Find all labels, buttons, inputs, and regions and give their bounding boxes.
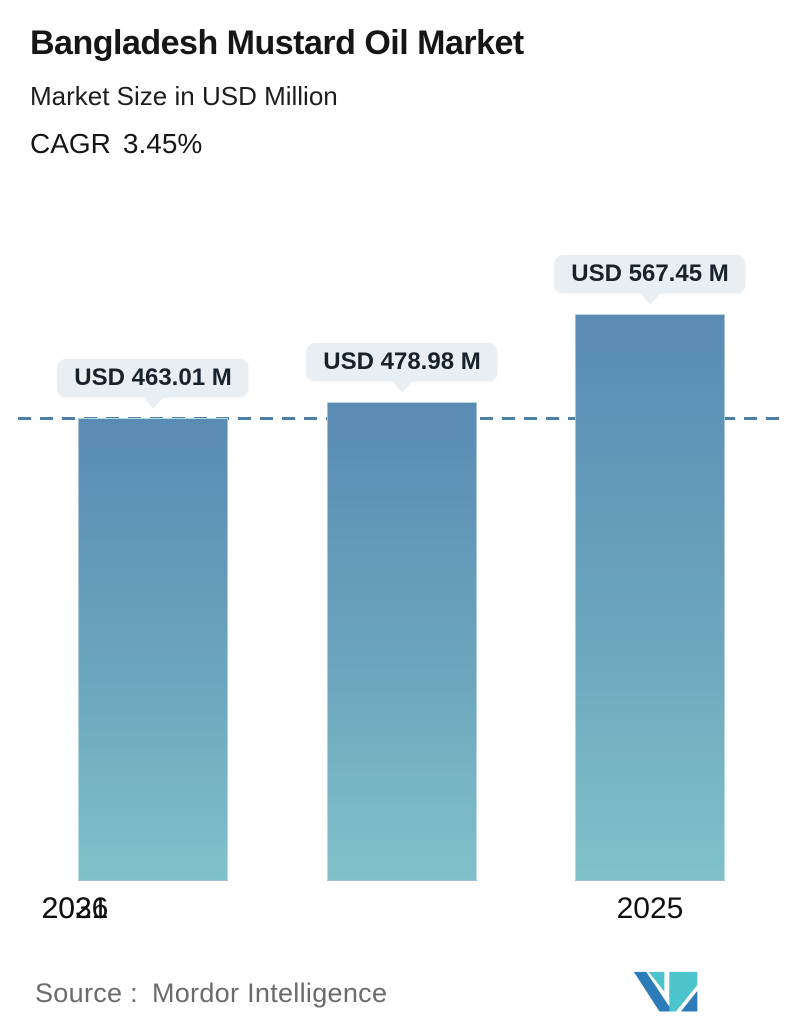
source-value: Mordor Intelligence	[151, 978, 388, 1008]
bar-2025	[78, 418, 228, 881]
x-axis-label-2031: 2031	[41, 892, 109, 925]
value-tooltip-2031: USD 567.45 M	[554, 255, 746, 293]
bar-2026	[327, 402, 477, 881]
value-tooltip-2025: USD 463.01 M	[57, 359, 249, 397]
chart-header: Bangladesh Mustard Oil Market Market Siz…	[30, 24, 766, 160]
value-tooltip-2026: USD 478.98 M	[306, 343, 498, 381]
x-axis-label-2026: 2026	[41, 892, 109, 925]
x-axis-label-2025: 2025	[616, 892, 684, 925]
bar-chart: USD 463.01 M USD 478.98 M USD 567.45 M	[0, 0, 796, 881]
cagr-value: 3.45%	[122, 128, 203, 160]
cagr-row: CAGR 3.45%	[30, 128, 766, 160]
chart-subtitle: Market Size in USD Million	[30, 81, 338, 112]
source-label: Source :	[35, 978, 138, 1008]
source-attribution: Source : Mordor Intelligence	[35, 978, 387, 1009]
cagr-label: CAGR	[30, 128, 111, 160]
page-title: Bangladesh Mustard Oil Market	[30, 24, 524, 62]
mordor-intelligence-logo	[633, 971, 698, 1012]
bar-2031	[575, 314, 725, 881]
